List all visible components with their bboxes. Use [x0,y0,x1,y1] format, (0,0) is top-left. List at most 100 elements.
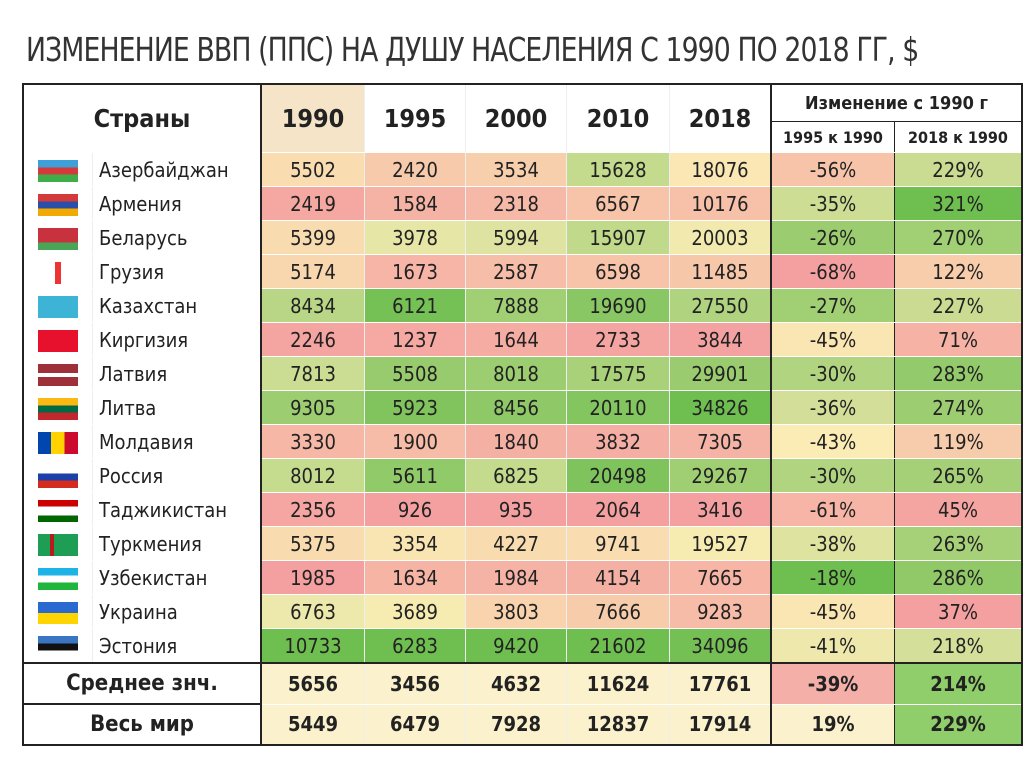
gdp-value: 3416 [669,492,772,527]
gdp-value: 8012 [261,458,365,493]
gdp-value: 4154 [566,560,670,595]
summary-change: 19% [771,703,895,746]
gdp-value: 1984 [465,560,567,595]
change-value: -43% [771,424,895,459]
change-value: 37% [894,594,1023,629]
country: Украина [92,594,262,629]
change-value: 45% [894,492,1023,527]
summary-value: 4632 [465,662,567,705]
gdp-value: 8434 [261,288,365,323]
gdp-value: 5375 [261,526,365,561]
gdp-table: Страны 1990 1995 2000 2010 2018 Изменени… [22,83,1023,746]
country: Азербайджан [92,152,262,187]
gdp-value: 34826 [669,390,772,425]
flag-cell [23,458,93,493]
flag-cell [23,560,93,595]
data-row: Молдавия 3330 1900 1840 3832 7305 -43% 119% [23,424,1023,459]
gdp-value: 1634 [364,560,466,595]
change-value: 218% [894,628,1023,664]
change-value: -26% [771,220,895,255]
flag [38,567,78,590]
flag [38,159,78,182]
gdp-value: 34096 [669,628,772,664]
header-year: 2018 [669,84,772,153]
gdp-value: 6121 [364,288,466,323]
summary-value: 17914 [669,703,772,746]
gdp-value: 3354 [364,526,466,561]
data-row: Украина 6763 3689 3803 7666 9283 -45% 37% [23,594,1023,629]
gdp-value: 20110 [566,390,670,425]
header-change: Изменение с 1990 г [771,84,1023,122]
country: Туркмения [92,526,262,561]
gdp-value: 2064 [566,492,670,527]
summary-change: 214% [894,662,1023,705]
gdp-value: 926 [364,492,466,527]
header-subrow: 1995 к 1990 2018 к 1990 [23,121,1023,153]
gdp-value: 3689 [364,594,466,629]
flag [38,295,78,318]
country: Беларусь [92,220,262,255]
flag [38,397,78,420]
change-value: -45% [771,322,895,357]
header-change-col: 1995 к 1990 [771,121,895,153]
change-value: 283% [894,356,1023,391]
summary-value: 7928 [465,703,567,746]
change-value: -18% [771,560,895,595]
summary-value: 5449 [261,703,365,746]
gdp-value: 5994 [465,220,567,255]
country: Эстония [92,628,262,664]
gdp-value: 3832 [566,424,670,459]
data-row: Армения 2419 1584 2318 6567 10176 -35% 321% [23,186,1023,221]
gdp-value: 2318 [465,186,567,221]
gdp-value: 9420 [465,628,567,664]
gdp-value: 15628 [566,152,670,187]
flag-cell [23,186,93,221]
gdp-value: 5508 [364,356,466,391]
gdp-value: 19690 [566,288,670,323]
summary-value: 3456 [364,662,466,705]
gdp-value: 6567 [566,186,670,221]
gdp-value: 6283 [364,628,466,664]
country: Армения [92,186,262,221]
change-value: 270% [894,220,1023,255]
change-value: 286% [894,560,1023,595]
summary-value: 17761 [669,662,772,705]
change-value: -27% [771,288,895,323]
gdp-value: 1237 [364,322,466,357]
summary-label: Среднее знч. [23,662,262,705]
data-row: Туркмения 5375 3354 4227 9741 19527 -38% 263% [23,526,1023,561]
summary-value: 11624 [566,662,670,705]
gdp-value: 11485 [669,254,772,289]
change-value: 274% [894,390,1023,425]
gdp-value: 8456 [465,390,567,425]
gdp-value: 27550 [669,288,772,323]
flag-cell [23,322,93,357]
change-value: -38% [771,526,895,561]
header-change-col: 2018 к 1990 [894,121,1023,153]
gdp-value: 10176 [669,186,772,221]
gdp-value: 10733 [261,628,365,664]
flag-cell [23,390,93,425]
flag [38,601,78,624]
summary-change: -39% [771,662,895,705]
country: Узбекистан [92,560,262,595]
gdp-value: 9741 [566,526,670,561]
change-value: 119% [894,424,1023,459]
gdp-value: 1900 [364,424,466,459]
gdp-value: 21602 [566,628,670,664]
gdp-value: 1584 [364,186,466,221]
gdp-value: 2420 [364,152,466,187]
header-country: Страны [23,84,262,153]
gdp-value: 5174 [261,254,365,289]
gdp-value: 9305 [261,390,365,425]
title: ИЗМЕНЕНИЕ ВВП (ППС) НА ДУШУ НАСЕЛЕНИЯ С … [26,30,919,69]
change-value: -68% [771,254,895,289]
gdp-value: 15907 [566,220,670,255]
gdp-value: 1985 [261,560,365,595]
country: Латвия [92,356,262,391]
summary-row: Весь мир 5449 6479 7928 12837 17914 19% 229% [23,703,1023,746]
gdp-value: 3330 [261,424,365,459]
summary-label: Весь мир [23,703,262,746]
data-row: Россия 8012 5611 6825 20498 29267 -30% 265% [23,458,1023,493]
